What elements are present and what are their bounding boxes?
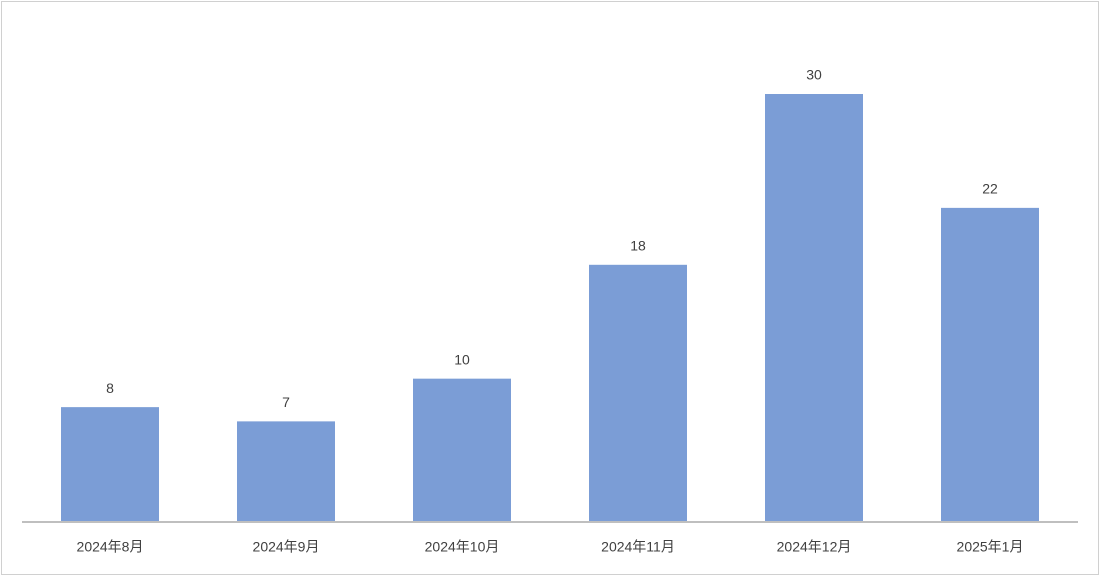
x-tick-label: 2024年9月 (253, 539, 320, 555)
x-tick-label: 2024年11月 (601, 539, 675, 555)
x-tick-label: 2024年12月 (777, 539, 852, 555)
bar (941, 207, 1039, 521)
bar (765, 94, 863, 521)
bar (61, 407, 159, 521)
bar (413, 378, 511, 521)
data-label: 10 (454, 351, 470, 367)
data-label: 7 (282, 394, 290, 410)
data-label: 8 (106, 380, 114, 396)
x-tick-label: 2024年8月 (77, 539, 144, 555)
data-label: 30 (806, 67, 822, 83)
x-tick-label: 2024年10月 (425, 539, 500, 555)
x-tick-label: 2025年1月 (957, 539, 1024, 555)
bar (589, 264, 687, 521)
data-label: 22 (982, 181, 998, 197)
bar (237, 421, 335, 521)
data-label: 18 (630, 238, 646, 254)
